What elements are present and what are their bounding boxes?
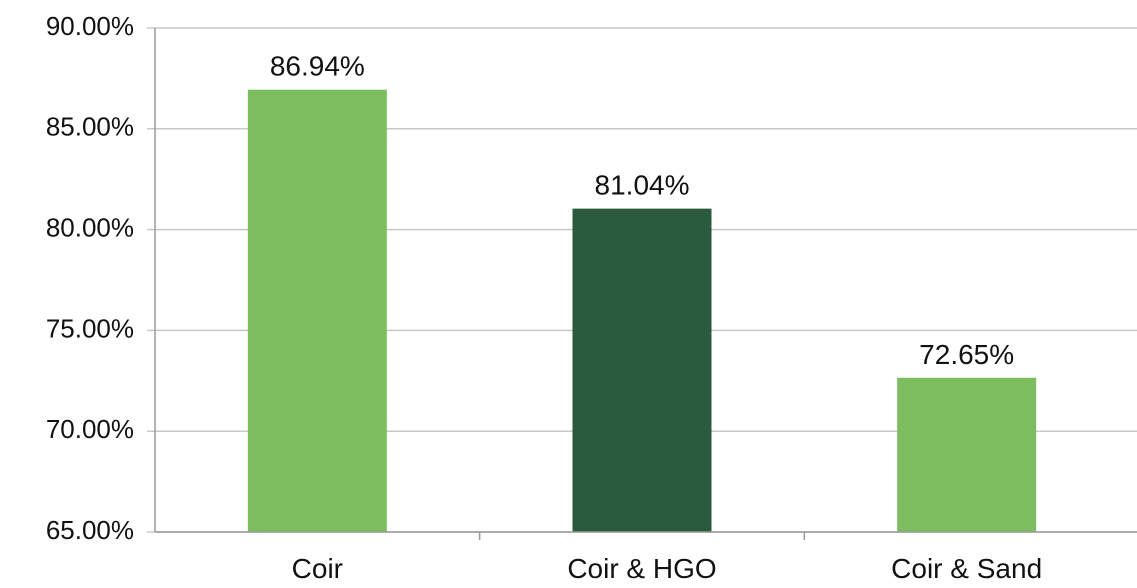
bar-coir-hgo: [572, 208, 712, 532]
bar-coir: [247, 89, 387, 532]
y-tick-label: 80.00%: [46, 212, 134, 242]
bar-coir-sand: [897, 377, 1037, 532]
data-label: 72.65%: [919, 339, 1014, 370]
x-tick-label: Coir & HGO: [567, 553, 716, 584]
y-tick-label: 85.00%: [46, 112, 134, 142]
y-tick-label: 65.00%: [46, 515, 134, 545]
data-label: 86.94%: [270, 51, 365, 82]
y-tick-label: 75.00%: [46, 313, 134, 343]
x-tick-label: Coir: [292, 553, 343, 584]
axes: [154, 28, 1137, 540]
y-tick-label: 70.00%: [46, 414, 134, 444]
data-label: 81.04%: [595, 170, 690, 201]
labels: 65.00% 70.00% 75.00% 80.00% 85.00% 90.00% 86.9…: [46, 11, 1042, 584]
x-tick-label: Coir & Sand: [891, 553, 1042, 584]
bars: [247, 89, 1037, 532]
y-tick-label: 90.00%: [46, 11, 134, 41]
